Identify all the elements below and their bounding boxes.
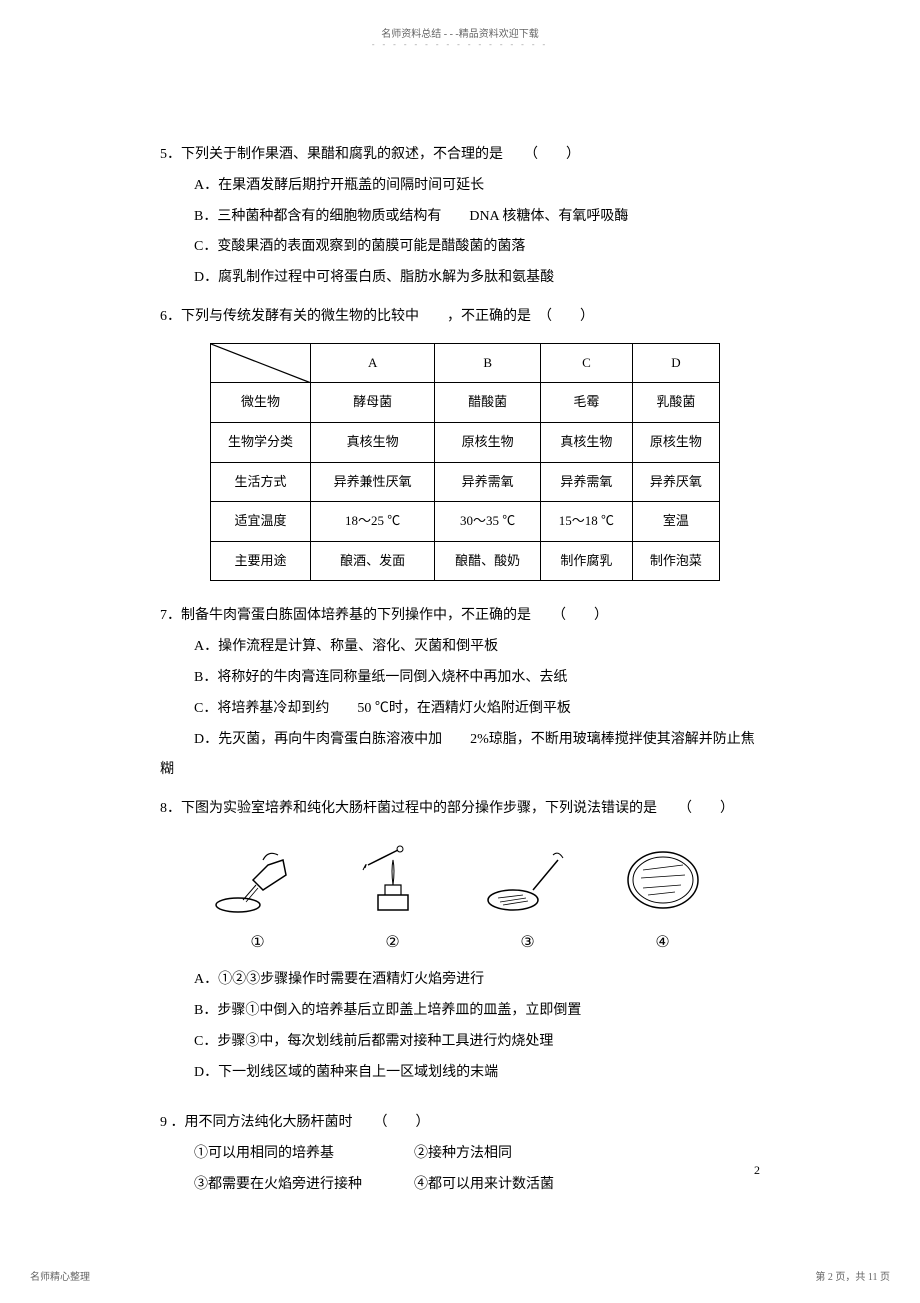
q9-row1: ①可以用相同的培养基 ②接种方法相同 [160,1139,760,1170]
header-dots: - - - - - - - - - - - - - - - - - [372,40,548,49]
q9-opt2: ②接种方法相同 [414,1139,512,1170]
cell: 原核生物 [435,422,541,462]
header-title: 名师资料总结 - - -精品资料欢迎下载 [381,25,539,40]
table-row: 主要用途 酿酒、发面 酿醋、酸奶 制作腐乳 制作泡菜 [211,541,720,581]
q8-option-c: C．步骤③中，每次划线前后都需对接种工具进行灼烧处理 [160,1027,760,1058]
table-header-row: A B C D [211,343,720,383]
sterilize-loop-icon [343,840,443,920]
table-row: 微生物 酵母菌 醋酸菌 毛霉 乳酸菌 [211,383,720,423]
figure-1-label: ① [250,925,264,960]
row-label: 主要用途 [211,541,311,581]
q8-stem: 8．下图为实验室培养和纯化大肠杆菌过程中的部分操作步骤，下列说法错误的是 （ ） [160,794,760,825]
q8-option-b: B．步骤①中倒入的培养基后立即盖上培养皿的皿盖，立即倒置 [160,996,760,1027]
page-number: 2 [754,1163,760,1178]
footer-left: 名师精心整理 [30,1268,90,1283]
cell: 异养需氧 [435,462,541,502]
main-content: 5．下列关于制作果酒、果醋和腐乳的叙述，不合理的是 （ ） A．在果酒发酵后期拧… [160,140,760,1209]
q8-option-d: D．下一划线区域的菌种来自上一区域划线的末端 [160,1058,760,1089]
figure-2: ② [343,840,443,960]
figure-2-label: ② [385,925,399,960]
q9-opt1: ①可以用相同的培养基 [194,1139,414,1170]
question-5: 5．下列关于制作果酒、果醋和腐乳的叙述，不合理的是 （ ） A．在果酒发酵后期拧… [160,140,760,294]
row-label: 微生物 [211,383,311,423]
cell: 制作泡菜 [632,541,719,581]
q9-stem: 9 ．用不同方法纯化大肠杆菌时 （ ） [160,1108,760,1139]
plate-result-icon [613,840,713,920]
q9-opt3: ③都需要在火焰旁进行接种 [194,1170,414,1201]
question-6: 6．下列与传统发酵有关的微生物的比较中 ，不正确的是 （ ） A B C D 微… [160,302,760,581]
cell: 原核生物 [632,422,719,462]
footer-right: 第 2 页，共 11 页 [815,1268,890,1283]
q9-opt4: ④都可以用来计数活菌 [414,1170,554,1201]
figure-1: ① [208,840,308,960]
cell: 醋酸菌 [435,383,541,423]
question-7: 7．制备牛肉膏蛋白胨固体培养基的下列操作中，不正确的是 （ ） A．操作流程是计… [160,601,760,786]
cell: 毛霉 [541,383,633,423]
table-row: 生活方式 异养兼性厌氧 异养需氧 异养需氧 异养厌氧 [211,462,720,502]
q5-stem: 5．下列关于制作果酒、果醋和腐乳的叙述，不合理的是 （ ） [160,140,760,171]
cell: 真核生物 [541,422,633,462]
table-row: 生物学分类 真核生物 原核生物 真核生物 原核生物 [211,422,720,462]
row-label: 生物学分类 [211,422,311,462]
q6-table: A B C D 微生物 酵母菌 醋酸菌 毛霉 乳酸菌 生物学分类 真核生物 原核… [210,343,720,582]
q7-option-d: D．先灭菌，再向牛肉膏蛋白胨溶液中加 2%琼脂，不断用玻璃棒搅拌使其溶解并防止焦 [160,725,760,756]
q7-option-d-cont: 糊 [160,755,760,786]
cell: 15～18 ℃ [541,502,633,542]
row-label: 适宜温度 [211,502,311,542]
q9-row2: ③都需要在火焰旁进行接种 ④都可以用来计数活菌 [160,1170,760,1201]
col-a: A [311,343,435,383]
q6-stem: 6．下列与传统发酵有关的微生物的比较中 ，不正确的是 （ ） [160,302,760,333]
cell: 酵母菌 [311,383,435,423]
cell: 30～35 ℃ [435,502,541,542]
q5-option-c: C．变酸果酒的表面观察到的菌膜可能是醋酸菌的菌落 [160,232,760,263]
q8-figure-row: ① ② ③ [190,840,730,960]
cell: 18～25 ℃ [311,502,435,542]
question-8: 8．下图为实验室培养和纯化大肠杆菌过程中的部分操作步骤，下列说法错误的是 （ ）… [160,794,760,1088]
cell: 制作腐乳 [541,541,633,581]
figure-3-label: ③ [520,925,534,960]
q7-stem: 7．制备牛肉膏蛋白胨固体培养基的下列操作中，不正确的是 （ ） [160,601,760,632]
q5-option-a: A．在果酒发酵后期拧开瓶盖的间隔时间可延长 [160,171,760,202]
pour-plate-icon [208,840,308,920]
q8-option-a: A．①②③步骤操作时需要在酒精灯火焰旁进行 [160,965,760,996]
question-9: 9 ．用不同方法纯化大肠杆菌时 （ ） ①可以用相同的培养基 ②接种方法相同 ③… [160,1108,760,1200]
streak-plate-icon [478,840,578,920]
col-d: D [632,343,719,383]
cell: 异养厌氧 [632,462,719,502]
table-row: 适宜温度 18～25 ℃ 30～35 ℃ 15～18 ℃ 室温 [211,502,720,542]
q7-option-b: B．将称好的牛肉膏连同称量纸一同倒入烧杯中再加水、去纸 [160,663,760,694]
figure-3: ③ [478,840,578,960]
diagonal-cell [211,343,311,383]
cell: 乳酸菌 [632,383,719,423]
cell: 真核生物 [311,422,435,462]
cell: 酿酒、发面 [311,541,435,581]
figure-4: ④ [613,840,713,960]
col-c: C [541,343,633,383]
cell: 异养兼性厌氧 [311,462,435,502]
figure-4-label: ④ [655,925,669,960]
q7-option-c: C．将培养基冷却到约 50 ℃时，在酒精灯火焰附近倒平板 [160,694,760,725]
row-label: 生活方式 [211,462,311,502]
col-b: B [435,343,541,383]
cell: 室温 [632,502,719,542]
cell: 异养需氧 [541,462,633,502]
q5-option-d: D．腐乳制作过程中可将蛋白质、脂肪水解为多肽和氨基酸 [160,263,760,294]
q7-option-a: A．操作流程是计算、称量、溶化、灭菌和倒平板 [160,632,760,663]
cell: 酿醋、酸奶 [435,541,541,581]
q5-option-b: B．三种菌种都含有的细胞物质或结构有 DNA 核糖体、有氧呼吸酶 [160,202,760,233]
